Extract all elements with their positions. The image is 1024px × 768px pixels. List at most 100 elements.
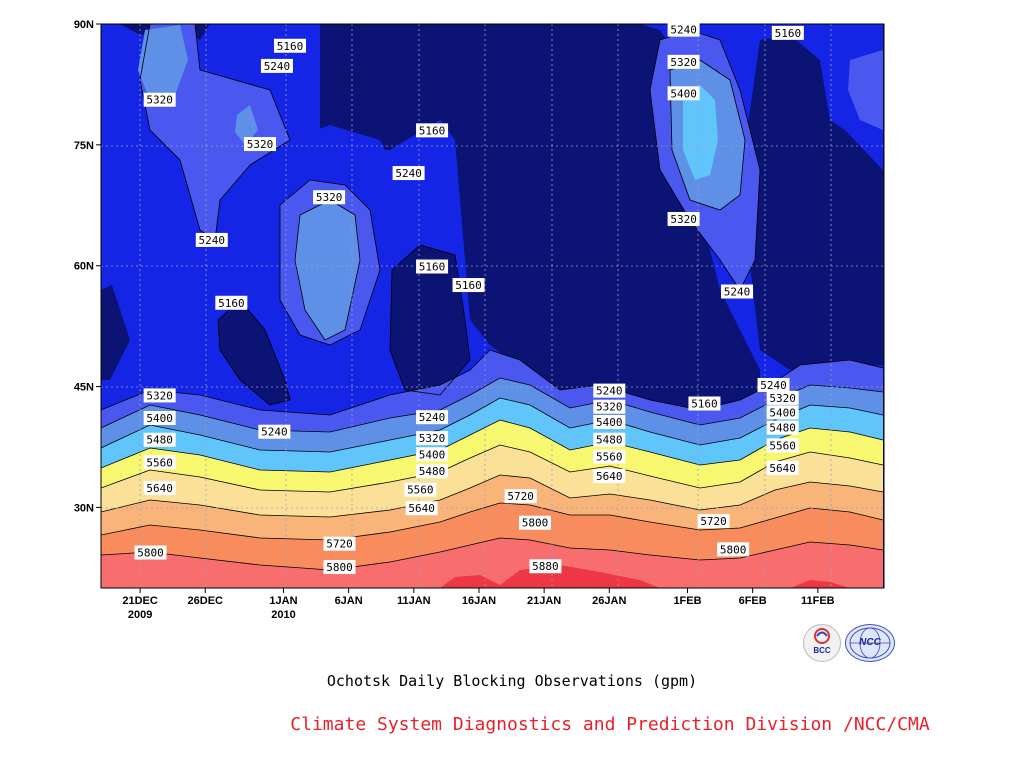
contour-label: 5640 <box>405 501 438 515</box>
contour-label: 5160 <box>215 295 248 310</box>
contour-label-box <box>697 514 730 529</box>
contour-label-box <box>717 542 750 557</box>
x-tick-label: 26DEC <box>188 595 224 607</box>
contour-label-text: 5160 <box>419 124 446 137</box>
contour-label-box <box>667 211 700 226</box>
contour-label-box <box>416 431 449 446</box>
contour-label: 5480 <box>593 432 626 447</box>
contour-label: 5160 <box>452 278 485 293</box>
contour-label-text: 5400 <box>596 416 623 429</box>
contour-fills <box>101 24 884 588</box>
x-tick-label: 1JAN <box>269 595 297 607</box>
contour-label-text: 5720 <box>700 515 727 528</box>
contour-label: 5240 <box>195 232 228 247</box>
contour-label: 5560 <box>766 438 799 453</box>
contour-label-text: 5560 <box>407 484 434 497</box>
contour-label: 5720 <box>697 514 730 529</box>
contour-label: 5160 <box>416 259 449 274</box>
contour-label-box <box>260 58 293 73</box>
contour-label: 5640 <box>593 469 626 484</box>
y-tick-label: 60N <box>74 261 94 273</box>
contour-label: 5800 <box>519 515 552 530</box>
contour-label-text: 5640 <box>769 462 796 475</box>
contour-label: 5800 <box>717 542 750 557</box>
contour-label-text: 5640 <box>596 470 623 483</box>
contour-label-box <box>593 449 626 464</box>
contour-label: 5160 <box>273 38 306 53</box>
contour-label-text: 5320 <box>146 94 173 107</box>
y-tick-label: 90N <box>74 19 94 31</box>
contour-label: 5320 <box>766 390 799 405</box>
chart-title: Ochotsk Daily Blocking Observations (gpm… <box>326 672 698 690</box>
contour-label: 5320 <box>143 92 176 107</box>
contour-label-text: 5320 <box>247 138 274 151</box>
contour-label: 5240 <box>260 58 293 73</box>
contour-label-text: 5240 <box>419 411 446 424</box>
grid <box>101 24 883 588</box>
x-tick-label: 11FEB <box>801 595 835 607</box>
contour-label-box <box>416 259 449 274</box>
contour-label: 5400 <box>416 447 449 462</box>
contour-label: 5640 <box>766 460 799 475</box>
x-tick-label: 1FEB <box>673 595 701 607</box>
contour-label-text: 5160 <box>775 27 802 40</box>
contour-label: 5560 <box>404 482 437 497</box>
x-axis: 21DEC 2009 26DEC 1JAN 2010 6JAN 11JAN 16JAN 21JA… <box>122 588 835 621</box>
contour-label: 5480 <box>416 464 449 479</box>
contour-label-text: 5560 <box>146 456 173 469</box>
contour-label-text: 5400 <box>769 406 796 419</box>
contour-label-text: 5160 <box>419 261 446 274</box>
contour-label-box <box>143 410 176 425</box>
contour-label: 5320 <box>244 137 277 152</box>
y-tick-label: 75N <box>74 140 94 152</box>
contour-label: 5400 <box>593 415 626 430</box>
contour-label: 5240 <box>593 383 626 398</box>
contour-label-box <box>215 295 248 310</box>
contour-label-text: 5880 <box>532 560 559 573</box>
contour-label-text: 5320 <box>316 191 343 204</box>
contour-label-text: 5320 <box>670 213 697 226</box>
contour-label: 5240 <box>258 424 291 439</box>
contour-label-text: 5640 <box>146 482 173 495</box>
contour-label-text: 5560 <box>596 451 623 464</box>
globe-icon <box>849 627 891 659</box>
contour-label-box <box>244 137 277 152</box>
contour-label-box <box>771 25 804 40</box>
contour-label-box <box>143 455 176 470</box>
contour-label-box <box>143 388 176 403</box>
contour-label: 5320 <box>313 190 346 205</box>
x-tick-label: 11JAN <box>397 595 431 607</box>
contour-label-box <box>593 432 626 447</box>
x-tick-label: 21DEC <box>122 595 158 607</box>
contour-label-text: 5240 <box>199 234 226 247</box>
contour-label-text: 5160 <box>218 297 245 310</box>
x-tick-label: 6JAN <box>335 595 363 607</box>
contour-label-box <box>766 390 799 405</box>
contour-label-text: 5240 <box>724 285 751 298</box>
contour-label: 5320 <box>143 388 176 403</box>
contour-label: 5240 <box>416 410 449 425</box>
contour-label-box <box>667 22 700 37</box>
contour-label-text: 5640 <box>408 502 435 515</box>
contour-label: 5720 <box>323 536 356 551</box>
contour-label: 5320 <box>593 399 626 414</box>
contour-label: 5240 <box>392 166 425 181</box>
contour-label: 5400 <box>766 405 799 420</box>
contour-label-box <box>452 278 485 293</box>
contour-label: 5880 <box>529 559 562 574</box>
contour-label-box <box>323 536 356 551</box>
contour-label-text: 5400 <box>670 87 697 100</box>
contour-label-box <box>258 424 291 439</box>
ncc-logo-text: NCC <box>859 637 881 648</box>
x-tick-label: 26JAN <box>592 595 626 607</box>
contour-label-text: 5480 <box>596 434 623 447</box>
contour-label: 5560 <box>143 455 176 470</box>
contour-label-box <box>143 92 176 107</box>
contour-label-box <box>721 284 754 299</box>
contour-label: 5400 <box>143 410 176 425</box>
contour-label: 5400 <box>667 86 700 101</box>
contour-label-box <box>529 559 562 574</box>
contour-label-box <box>392 166 425 181</box>
contour-label-text: 5800 <box>137 547 164 560</box>
contour-label-text: 5560 <box>769 439 796 452</box>
